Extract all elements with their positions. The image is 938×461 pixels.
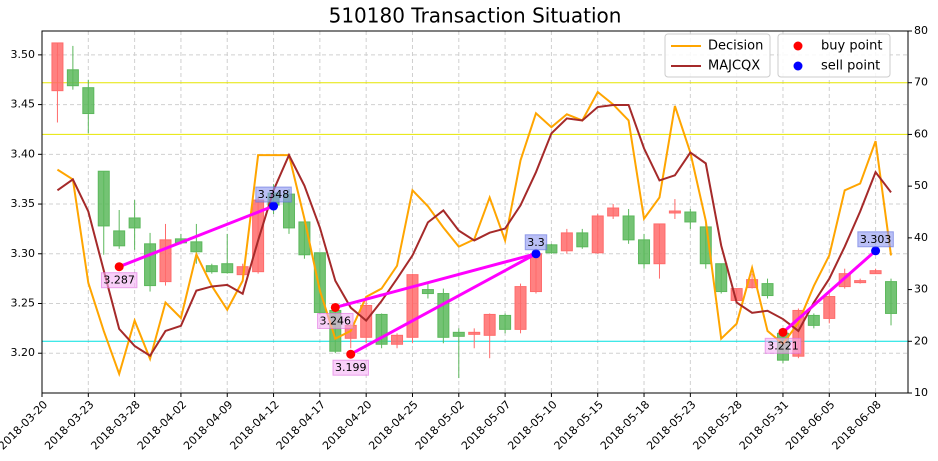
candle-body: [144, 243, 157, 287]
candle-body: [807, 314, 820, 326]
y-tick-label: 3.20: [11, 346, 36, 359]
chart-title: 510180 Transaction Situation: [329, 4, 622, 28]
y-tick-label: 3.45: [11, 98, 36, 111]
candle-body: [529, 253, 542, 293]
y2-tick-label: 20: [914, 334, 928, 347]
candle-body: [607, 207, 620, 217]
sell-point: [269, 201, 279, 211]
point-label: 3.246: [320, 314, 352, 327]
y2-tick-label: 40: [914, 231, 928, 244]
buy-point: [114, 262, 124, 272]
candle-body: [823, 296, 836, 319]
y2-tick-label: 70: [914, 76, 928, 89]
candle-body: [622, 215, 635, 241]
candle-body: [375, 313, 388, 345]
point-label: 3.348: [258, 188, 290, 201]
candle-body: [792, 309, 805, 357]
candle-body: [406, 274, 419, 338]
point-label-box: [524, 234, 548, 251]
legend-label: sell point: [821, 59, 880, 74]
legend-label: Decision: [708, 39, 763, 54]
point-label-box: [317, 312, 354, 329]
y-tick-label: 3.30: [11, 247, 36, 260]
y2-tick-label: 80: [914, 24, 928, 37]
legend: Decision MAJCQX: [664, 33, 771, 78]
candle-body: [113, 230, 126, 247]
buy-point: [330, 302, 340, 312]
point-label: 3.3: [527, 236, 545, 249]
x-tick-label: 2018-06-08: [829, 398, 883, 452]
candle-body: [97, 170, 110, 227]
candle-body: [483, 313, 496, 336]
candle-body: [421, 289, 434, 295]
candle-body: [653, 223, 666, 265]
candle-body: [128, 217, 141, 229]
point-label: 3.199: [335, 361, 367, 374]
candle-body: [761, 283, 774, 297]
candle-body: [684, 211, 697, 223]
candle-body: [499, 314, 512, 330]
candle-body: [159, 239, 172, 283]
candle-body: [452, 331, 465, 337]
y2-tick-label: 60: [914, 127, 928, 140]
y2-tick-label: 50: [914, 179, 928, 192]
point-label-box: [764, 337, 802, 354]
y-tick-label: 3.25: [11, 296, 36, 309]
candle-body: [468, 331, 481, 335]
trade-arrow: [334, 252, 537, 309]
y-tick-label: 3.35: [11, 197, 36, 210]
candle-body: [66, 69, 79, 87]
candle-body: [854, 280, 867, 284]
candle-body: [638, 239, 651, 265]
legend: buy point sell point: [777, 33, 891, 78]
plot-frame: [41, 30, 909, 394]
point-label: 3.287: [103, 274, 135, 287]
candle-body: [391, 334, 404, 345]
point-label-box: [100, 272, 138, 289]
point-label: 3.221: [767, 339, 799, 352]
candle-body: [746, 279, 759, 289]
legend-label: buy point: [821, 39, 882, 54]
candle-body: [437, 293, 450, 338]
candle-body: [190, 241, 203, 253]
candle-body: [668, 210, 681, 214]
point-label: 3.303: [860, 233, 892, 246]
candle-body: [591, 215, 604, 254]
line-series: [56, 103, 892, 358]
candle-body: [885, 281, 898, 314]
candle-body: [869, 270, 882, 275]
candle-body: [838, 273, 851, 288]
sell-point: [531, 249, 541, 259]
candle-body: [576, 232, 589, 248]
legend-box: [777, 33, 891, 78]
buy-point: [778, 327, 788, 337]
candle-body: [560, 232, 573, 252]
candle-body: [51, 42, 64, 92]
point-label-box: [332, 359, 369, 376]
y2-tick-label: 30: [914, 283, 928, 296]
sell-point: [871, 246, 881, 256]
candle-body: [545, 244, 558, 254]
y-tick-label: 3.40: [11, 147, 36, 160]
candle-body: [82, 87, 95, 115]
candle-body: [205, 265, 218, 273]
y-tick-label: 3.50: [11, 48, 36, 61]
y2-tick-label: 10: [914, 386, 928, 399]
trade-arrow: [350, 252, 537, 356]
trade-arrow: [118, 204, 275, 269]
candle-body: [221, 263, 234, 274]
point-label-box: [255, 186, 292, 203]
legend-label: MAJCQX: [708, 59, 760, 74]
candle-body: [313, 252, 326, 313]
legend-swatch: [793, 61, 803, 71]
candle-body: [514, 286, 527, 330]
buy-point: [346, 349, 356, 359]
point-label-box: [857, 231, 894, 248]
trade-arrow: [781, 249, 877, 334]
legend-swatch: [793, 41, 803, 51]
candle-body: [715, 263, 728, 293]
